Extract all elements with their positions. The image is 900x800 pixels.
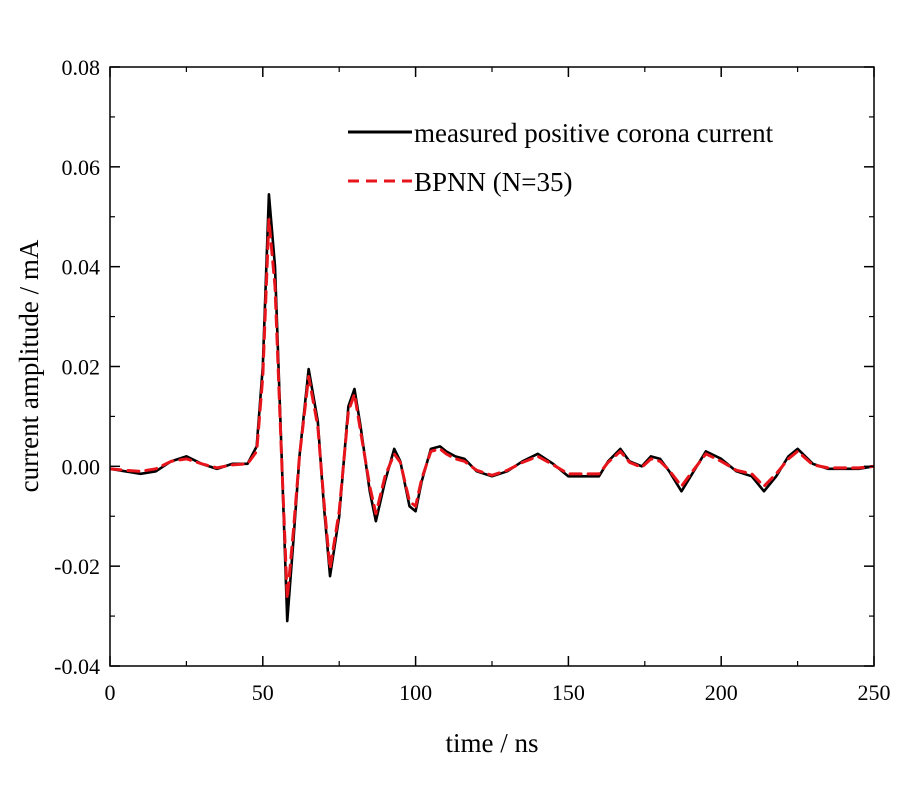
x-tick-label: 150 bbox=[552, 680, 585, 705]
x-tick-label: 200 bbox=[705, 680, 738, 705]
series-layer bbox=[110, 192, 874, 623]
y-tick-label: 0.08 bbox=[62, 55, 101, 80]
y-axis: -0.04 -0.02 0.00 0.02 0.04 0.06 0.08 bbox=[54, 55, 874, 679]
legend-label-measured: measured positive corona current bbox=[414, 118, 774, 148]
plot-frame bbox=[109, 66, 875, 667]
series-line-bpnn bbox=[110, 217, 874, 601]
x-axis: 0 50 100 150 200 250 bbox=[105, 67, 891, 705]
y-tick-label: 0.04 bbox=[62, 255, 101, 280]
x-tick-label: 250 bbox=[858, 680, 891, 705]
y-tick-label: 0.02 bbox=[62, 355, 101, 380]
legend: measured positive corona current BPNN (N… bbox=[348, 118, 774, 197]
y-tick-label: -0.04 bbox=[54, 654, 100, 679]
y-tick-label: 0.06 bbox=[62, 155, 101, 180]
x-axis-label: time / ns bbox=[446, 728, 539, 758]
series-line-measured bbox=[110, 192, 874, 623]
y-tick-label: 0.00 bbox=[62, 454, 101, 479]
y-axis-label: current amplitude / mA bbox=[14, 239, 44, 492]
y-tick-label: -0.02 bbox=[54, 554, 100, 579]
legend-label-bpnn: BPNN (N=35) bbox=[414, 167, 572, 197]
x-tick-label: 0 bbox=[105, 680, 116, 705]
x-tick-label: 100 bbox=[399, 680, 432, 705]
x-tick-label: 50 bbox=[252, 680, 274, 705]
